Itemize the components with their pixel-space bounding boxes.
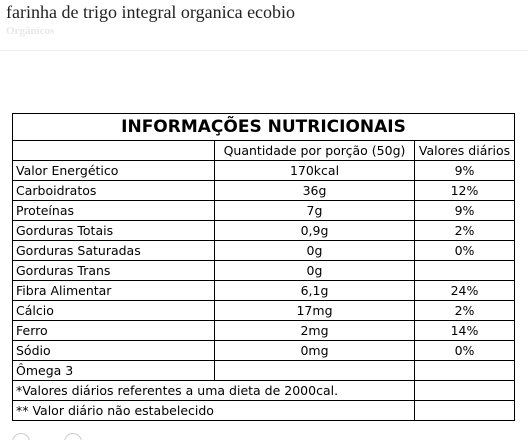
nutrient-row: Gorduras Saturadas 0g 0% (12, 240, 516, 261)
nutrient-row: Gorduras Totais 0,9g 2% (12, 220, 516, 241)
nutrient-name: Gorduras Trans (12, 260, 215, 281)
value-cell: 0g (214, 260, 415, 281)
table-title: INFORMAÇÕES NUTRICIONAIS (11, 113, 516, 141)
value-cell (214, 360, 415, 381)
column-header: Valores diários (413, 140, 516, 161)
value-cell: 9% (413, 200, 516, 221)
value-cell: 36g (214, 180, 415, 201)
value-cell: 24% (413, 280, 516, 301)
nutrient-name: Proteínas (12, 200, 215, 221)
nutrient-name: Sódio (12, 340, 215, 361)
table-body: INFORMAÇÕES NUTRICIONAIS Quantidade por p… (11, 113, 516, 421)
header-cell (12, 140, 215, 161)
nutrient-name: Gorduras Saturadas (12, 240, 215, 261)
nutrient-name: Ômega 3 (12, 360, 215, 381)
value-cell: 2% (413, 220, 516, 241)
nutrient-row: Ferro 2mg 14% (12, 320, 516, 341)
value-cell: 6,1g (214, 280, 415, 301)
value-cell: 0,9g (214, 220, 415, 241)
title-row: INFORMAÇÕES NUTRICIONAIS (11, 113, 516, 141)
product-title: farinha de trigo integral organica ecobi… (6, 2, 296, 22)
header-row: Quantidade por porção (50g) Valores diári… (12, 140, 516, 161)
footnote: ** Valor diário não estabelecido (12, 400, 415, 421)
value-cell: 170kcal (214, 160, 415, 181)
footnote: *Valores diários referentes a uma dieta … (12, 380, 415, 401)
nutrient-row: Proteínas 7g 9% (12, 200, 516, 221)
radio-button[interactable] (64, 433, 82, 440)
value-cell: 0g (214, 240, 415, 261)
nutrient-row: Cálcio 17mg 2% (12, 300, 516, 321)
radio-button[interactable] (12, 433, 30, 440)
nutrient-name: Gorduras Totais (12, 220, 215, 241)
nutrient-row: Ômega 3 (12, 360, 516, 381)
nutrient-name: Cálcio (12, 300, 215, 321)
value-cell (413, 360, 516, 381)
nutrient-row: Gorduras Trans 0g (12, 260, 516, 281)
value-cell: 9% (413, 160, 516, 181)
value-cell: 0% (413, 240, 516, 261)
nutrient-name: Ferro (12, 320, 215, 341)
nutrient-name: Valor Energético (12, 160, 215, 181)
value-cell: 12% (413, 180, 516, 201)
category-link[interactable]: Orgânicos (6, 25, 55, 37)
empty-cell (413, 380, 516, 401)
nutrient-row: Carboidratos 36g 12% (12, 180, 516, 201)
column-header: Quantidade por porção (50g) (214, 140, 415, 161)
value-cell: 0% (413, 340, 516, 361)
footnote-row: ** Valor diário não estabelecido (12, 400, 516, 421)
value-cell (413, 260, 516, 281)
footnote-row: *Valores diários referentes a uma dieta … (12, 380, 516, 401)
value-cell: 14% (413, 320, 516, 341)
empty-cell (413, 400, 516, 421)
value-cell: 0mg (214, 340, 415, 361)
value-cell: 2% (413, 300, 516, 321)
nutrition-table: INFORMAÇÕES NUTRICIONAIS Quantidade por p… (11, 113, 516, 421)
separator (0, 50, 528, 51)
value-cell: 2mg (214, 320, 415, 341)
value-cell: 17mg (214, 300, 415, 321)
nutrient-name: Carboidratos (12, 180, 215, 201)
nutrient-row: Valor Energético 170kcal 9% (12, 160, 516, 181)
nutrient-name: Fibra Alimentar (12, 280, 215, 301)
value-cell: 7g (214, 200, 415, 221)
nutrient-row: Fibra Alimentar 6,1g 24% (12, 280, 516, 301)
nutrient-row: Sódio 0mg 0% (12, 340, 516, 361)
